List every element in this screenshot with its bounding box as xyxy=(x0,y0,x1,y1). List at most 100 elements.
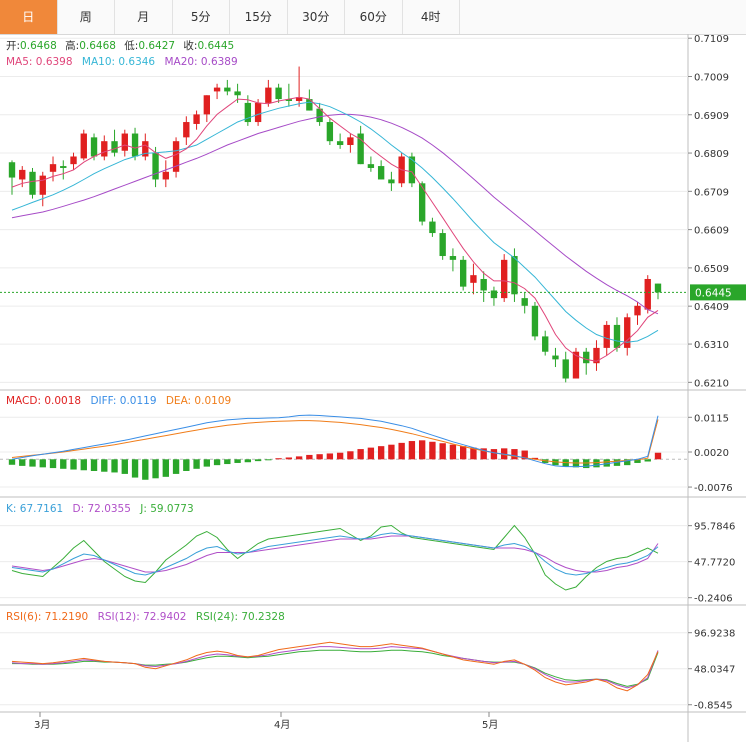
macd-bar xyxy=(603,459,610,467)
x-axis: 3月 4月 5月 xyxy=(34,712,498,731)
candle-body xyxy=(459,259,467,287)
tab-day[interactable]: 日 xyxy=(0,0,58,34)
candle-body xyxy=(644,278,651,310)
candle-body xyxy=(377,166,385,180)
price-tick-label: 0.6609 xyxy=(694,226,729,237)
macd-bar xyxy=(224,459,231,465)
candle-body xyxy=(490,290,498,299)
macd-bar xyxy=(131,459,139,478)
candle-body xyxy=(183,122,190,138)
macd-bar xyxy=(142,459,149,480)
j-line xyxy=(11,524,659,591)
candle-body xyxy=(654,283,662,293)
macd-bar xyxy=(470,447,477,460)
dea-line xyxy=(11,419,659,464)
low-value: 0.6427 xyxy=(138,40,175,52)
candle-body xyxy=(511,256,518,295)
macd-bar xyxy=(183,459,190,471)
chart-frame xyxy=(0,34,746,742)
macd-bar xyxy=(111,459,118,473)
macd-bar xyxy=(80,459,87,471)
macd-bar xyxy=(172,459,180,474)
tab-4hour[interactable]: 4时 xyxy=(403,0,460,34)
candle-body xyxy=(152,152,159,180)
macd-bar xyxy=(295,456,303,460)
macd-bar xyxy=(347,451,354,460)
macd-bar xyxy=(8,459,16,465)
macd-bar xyxy=(459,446,467,460)
rsi24-label: RSI(24): 70.2328 xyxy=(196,611,285,623)
j-label: J: 59.0773 xyxy=(139,503,193,515)
macd-tick-label: 0.0115 xyxy=(694,413,729,424)
rsi-legend: RSI(6): 71.2190 RSI(12): 72.9402 RSI(24)… xyxy=(6,611,285,623)
tab-15min[interactable]: 15分 xyxy=(230,0,288,34)
tab-week[interactable]: 周 xyxy=(58,0,115,34)
kdj-tick-label: 47.7720 xyxy=(694,558,735,569)
macd-label: MACD: 0.0018 xyxy=(6,395,81,407)
tab-month[interactable]: 月 xyxy=(115,0,173,34)
macd-bar xyxy=(101,459,108,472)
macd-bar xyxy=(39,459,46,468)
macd-bar xyxy=(398,442,405,460)
price-badge-text: 0.6445 xyxy=(695,287,732,299)
macd-bar xyxy=(275,458,282,460)
candle-body xyxy=(347,137,354,146)
rsi6-line xyxy=(11,641,659,692)
tab-30min[interactable]: 30分 xyxy=(288,0,345,34)
candle-body xyxy=(142,141,149,157)
candle-body xyxy=(388,179,395,184)
macd-bar xyxy=(203,459,211,467)
macd-bar xyxy=(152,459,159,479)
macd-bar xyxy=(213,459,221,466)
price-tick-label: 0.7109 xyxy=(694,34,729,45)
macd-bar xyxy=(449,444,457,460)
candle-body xyxy=(572,351,580,379)
candle-body xyxy=(193,114,200,124)
period-tabs: 日 周 月 5分 15分 30分 60分 4时 xyxy=(0,0,746,35)
rsi-tick-label: 96.9238 xyxy=(694,629,735,640)
tab-5min[interactable]: 5分 xyxy=(173,0,230,34)
price-tick-label: 0.6409 xyxy=(694,302,729,313)
candle-body xyxy=(418,183,426,222)
candle-body xyxy=(593,347,600,364)
candlestick-panel[interactable]: 0.7109 0.7009 0.6909 0.6809 0.6709 0.6609 0.65… xyxy=(0,34,729,389)
candle-body xyxy=(8,162,16,178)
macd-bar xyxy=(654,452,662,460)
candle-body xyxy=(162,171,169,180)
ma5-line xyxy=(11,96,659,362)
candle-body xyxy=(224,87,231,92)
candle-body xyxy=(172,141,180,172)
candle-body xyxy=(583,351,590,364)
price-tick-label: 0.6909 xyxy=(694,111,729,122)
macd-panel[interactable]: 0.0115 0.0020 -0.0076 xyxy=(0,413,733,494)
macd-bar xyxy=(336,452,344,460)
candle-body xyxy=(49,164,57,172)
kdj-tick-label: -0.2406 xyxy=(694,594,733,605)
candle-body xyxy=(408,156,416,184)
macd-bar xyxy=(521,450,528,460)
candle-body xyxy=(19,169,26,180)
macd-bar xyxy=(234,459,241,463)
candle-body xyxy=(306,99,313,111)
macd-bar xyxy=(285,457,293,460)
ma5-label: MA5: 0.6398 xyxy=(6,56,73,68)
macd-bar xyxy=(49,459,57,469)
macd-bar xyxy=(634,459,641,463)
rsi-panel[interactable]: 96.9238 48.0347 -0.8545 xyxy=(0,629,735,712)
tab-60min[interactable]: 60分 xyxy=(345,0,403,34)
x-label-april: 4月 xyxy=(274,719,290,731)
candle-body xyxy=(80,133,87,159)
macd-bar xyxy=(388,444,395,460)
price-tick-label: 0.7009 xyxy=(694,72,729,83)
candle-body xyxy=(131,133,139,157)
kdj-panel[interactable]: 95.7846 47.7720 -0.2406 xyxy=(0,522,735,605)
macd-bar xyxy=(429,441,436,460)
close-value: 0.6445 xyxy=(197,40,234,52)
macd-bar xyxy=(593,459,600,468)
candle-body xyxy=(634,305,641,316)
macd-bar xyxy=(644,459,651,462)
macd-bar xyxy=(193,459,200,469)
stock-chart[interactable]: 0.7109 0.7009 0.6909 0.6809 0.6709 0.6609 0.65… xyxy=(0,34,746,742)
macd-bar xyxy=(490,449,498,460)
rsi-tick-label: -0.8545 xyxy=(694,701,733,712)
